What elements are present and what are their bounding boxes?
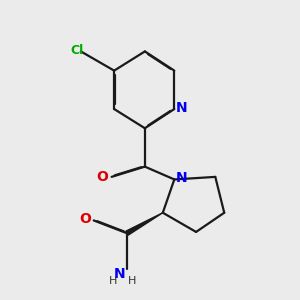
Text: O: O: [97, 170, 109, 184]
Text: H: H: [109, 276, 117, 286]
Text: H: H: [128, 276, 136, 286]
Polygon shape: [126, 213, 163, 235]
Text: Cl: Cl: [70, 44, 84, 57]
Text: N: N: [114, 267, 126, 281]
Text: O: O: [79, 212, 91, 226]
Text: N: N: [176, 171, 187, 185]
Text: N: N: [176, 101, 187, 115]
